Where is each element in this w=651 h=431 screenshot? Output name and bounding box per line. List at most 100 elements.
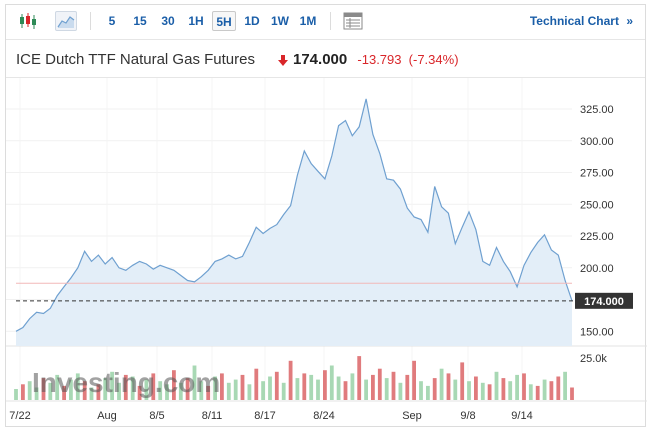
timeframe-1h[interactable]: 1H (188, 14, 204, 28)
volume-bar (103, 378, 108, 400)
volume-bar (384, 378, 389, 400)
volume-bar (501, 378, 506, 400)
volume-bar (69, 379, 73, 400)
volume-bar (185, 378, 190, 400)
volume-bar (254, 368, 259, 400)
volume-bar (419, 381, 423, 400)
down-arrow-icon (278, 54, 288, 66)
volume-bar (192, 365, 197, 400)
last-price-badge (575, 292, 633, 309)
volume-bar (494, 371, 499, 400)
volume-bar (62, 385, 66, 400)
x-axis-tick-label: 9/14 (511, 410, 532, 422)
timeframe-5h[interactable]: 5H (212, 11, 236, 31)
price-block: 174.000 -13.793 (-7.34%) (293, 51, 459, 68)
price-change-percent: (-7.34%) (408, 52, 459, 67)
volume-bar (220, 373, 224, 400)
timeframe-30[interactable]: 30 (161, 14, 175, 28)
volume-bar (96, 384, 101, 400)
x-axis-tick-label: 8/5 (149, 410, 164, 422)
double-chevron-right-icon: » (626, 14, 633, 28)
volume-bar (487, 384, 492, 400)
price-line-series (15, 98, 573, 332)
volume-bar (302, 373, 307, 400)
volume-bar (295, 378, 300, 400)
volume-bar (41, 378, 46, 400)
volume-bar (391, 371, 396, 400)
y-axis-tick-label: 250.00 (580, 199, 614, 211)
candlestick-icon[interactable] (17, 11, 39, 31)
volume-bar (377, 368, 382, 400)
volume-bar (432, 378, 437, 400)
volume-bar (48, 382, 53, 400)
volume-bar (247, 384, 252, 400)
technical-chart-label: Technical Chart (529, 14, 619, 28)
volume-bar (75, 373, 80, 400)
volume-bar (528, 384, 533, 400)
y-axis-tick-label: 275.00 (580, 168, 614, 180)
timeframe-15[interactable]: 15 (133, 14, 147, 28)
volume-bar (89, 387, 94, 400)
y-axis-tick-label: 300.00 (580, 136, 614, 148)
volume-bar (274, 371, 279, 400)
toolbar-divider (330, 12, 331, 30)
volume-bar (27, 381, 32, 400)
investing-watermark: Investing.com (32, 367, 220, 398)
volume-bar (178, 382, 183, 400)
timeframe-1w[interactable]: 1W (271, 14, 289, 28)
volume-bar (172, 370, 176, 400)
volume-bar (55, 374, 60, 400)
volume-bar (535, 385, 540, 400)
technical-chart-link[interactable]: Technical Chart » (530, 14, 633, 28)
volume-bar (542, 379, 547, 400)
volume-bar (82, 381, 87, 400)
volume-bar (130, 376, 135, 400)
last-price: 174.000 (293, 51, 348, 68)
volume-bar (474, 376, 478, 400)
volume-bar (316, 379, 320, 400)
price-change: -13.793 (357, 52, 402, 67)
y-axis-tick-label: 325.00 (580, 104, 614, 116)
timeframe-1m[interactable]: 1M (299, 14, 317, 28)
chart-svg[interactable]: 150.00175.00200.00225.00250.00275.00300.… (6, 78, 647, 429)
timeframe-1d[interactable]: 1D (244, 14, 260, 28)
volume-bar (137, 385, 142, 400)
volume-bar (426, 385, 430, 400)
volume-bar (110, 371, 114, 400)
volume-bar (199, 381, 204, 400)
volume-bar (288, 360, 293, 400)
volume-bar (336, 376, 341, 400)
table-icon[interactable] (342, 11, 364, 31)
volume-bar (144, 379, 149, 400)
volume-bar (556, 376, 561, 400)
x-axis-tick-label: 9/8 (460, 410, 475, 422)
volume-bar (467, 381, 471, 400)
volume-bar (364, 379, 368, 400)
volume-bar (570, 387, 574, 400)
instrument-header: ICE Dutch TTF Natural Gas Futures 174.00… (6, 39, 645, 77)
toolbar-divider (90, 12, 91, 30)
volume-bar (151, 373, 156, 400)
x-axis-tick-label: 8/24 (313, 410, 334, 422)
volume-bar (226, 382, 231, 400)
volume-bar (268, 376, 272, 400)
volume-bar (460, 362, 465, 400)
volume-bar (563, 371, 567, 400)
timeframe-5[interactable]: 5 (108, 14, 116, 28)
x-axis-tick-label: 8/11 (202, 410, 223, 422)
volume-bar (213, 376, 217, 400)
volume-bar (343, 381, 348, 400)
last-price-badge-label: 174.000 (584, 296, 624, 308)
volume-bar (480, 382, 485, 400)
price-chart[interactable]: 150.00175.00200.00225.00250.00275.00300.… (6, 77, 647, 429)
volume-bar (34, 387, 39, 400)
x-axis-tick-label: Sep (402, 410, 422, 422)
volume-bar (508, 381, 513, 400)
area-chart-icon[interactable] (55, 11, 77, 31)
y-axis-tick-label: 150.00 (580, 326, 614, 338)
price-area-fill (16, 98, 572, 347)
volume-bar (549, 381, 554, 400)
instrument-title: ICE Dutch TTF Natural Gas Futures (16, 51, 255, 68)
volume-bar (21, 384, 25, 400)
chart-toolbar: 5 15 30 1H 5H 1D 1W 1M Technical Chart » (6, 5, 645, 39)
